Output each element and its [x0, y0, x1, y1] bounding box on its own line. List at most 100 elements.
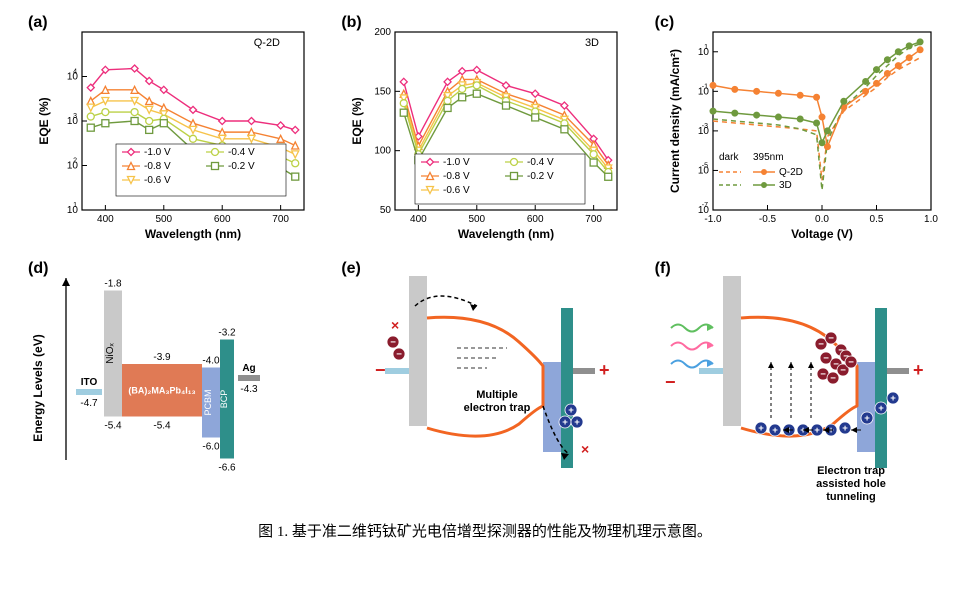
panel-label-a: (a)	[28, 14, 48, 32]
svg-text:Ag: Ag	[242, 363, 255, 374]
svg-text:-4.3: -4.3	[240, 384, 258, 395]
svg-text:NiOₓ: NiOₓ	[105, 343, 116, 364]
svg-text:0.5: 0.5	[869, 214, 883, 225]
svg-text:−: −	[830, 373, 836, 384]
svg-text:-0.2 V: -0.2 V	[228, 161, 255, 172]
svg-text:200: 200	[375, 27, 392, 38]
svg-text:−: −	[840, 365, 846, 376]
svg-text:+: +	[569, 405, 575, 416]
panel-label-e: (e)	[341, 260, 361, 278]
svg-text:-4.0: -4.0	[202, 356, 220, 367]
svg-text:+: +	[575, 417, 581, 428]
figure-caption: 图 1. 基于准二维钙钛矿光电倍增型探测器的性能及物理机理示意图。	[24, 514, 946, 541]
svg-text:Q-2D: Q-2D	[254, 37, 280, 49]
svg-text:-0.5: -0.5	[759, 214, 777, 225]
svg-text:50: 50	[380, 205, 392, 216]
svg-text:700: 700	[272, 214, 289, 225]
svg-text:3: 3	[73, 113, 77, 120]
svg-text:+: +	[890, 393, 896, 404]
svg-text:4: 4	[73, 69, 77, 76]
svg-text:-1.8: -1.8	[104, 279, 122, 290]
svg-text:-5: -5	[701, 162, 707, 169]
panel-d: (d) Energy Levels (eV)ITO-4.7-1.8-5.4NiO…	[24, 258, 319, 508]
svg-text:Wavelength (nm): Wavelength (nm)	[458, 227, 554, 241]
svg-text:-0.2 V: -0.2 V	[527, 171, 554, 182]
svg-text:+: +	[599, 360, 610, 380]
chart-a: 40050060070010101010Wavelength (nm)EQE (…	[24, 12, 314, 252]
svg-text:Q-2D: Q-2D	[779, 167, 803, 178]
svg-text:assisted hole: assisted hole	[816, 478, 886, 490]
panel-f: (f) −−−−−−−−−−++++++++++−+Electron trapa…	[651, 258, 946, 508]
svg-text:+: +	[842, 423, 848, 434]
svg-text:Current density (mA/cm²): Current density (mA/cm²)	[668, 49, 682, 193]
svg-text:−: −	[375, 360, 386, 380]
svg-text:ITO: ITO	[81, 377, 98, 388]
svg-text:600: 600	[214, 214, 231, 225]
svg-text:-0.8 V: -0.8 V	[443, 171, 470, 182]
svg-text:+: +	[772, 425, 778, 436]
panel-a: (a) 40050060070010101010Wavelength (nm)E…	[24, 12, 319, 252]
svg-text:-0.6 V: -0.6 V	[443, 185, 470, 196]
svg-text:−: −	[818, 339, 824, 350]
svg-text:-5.4: -5.4	[153, 421, 171, 432]
svg-text:3D: 3D	[585, 37, 599, 49]
panel-label-f: (f)	[655, 260, 671, 278]
svg-text:-1: -1	[701, 83, 707, 90]
diagram-e: −−×+++×−+Multipleelectron trap	[337, 258, 627, 508]
svg-text:-0.4 V: -0.4 V	[527, 157, 554, 168]
panel-b: (b) 40050060070050100150200Wavelength (n…	[337, 12, 632, 252]
svg-text:400: 400	[97, 214, 114, 225]
svg-text:1: 1	[704, 44, 708, 51]
svg-text:BCP: BCP	[219, 390, 229, 409]
svg-text:electron trap: electron trap	[464, 402, 531, 414]
svg-text:×: ×	[581, 441, 589, 457]
svg-text:tunneling: tunneling	[826, 491, 876, 503]
chart-b: 40050060070050100150200Wavelength (nm)EQ…	[337, 12, 627, 252]
svg-text:−: −	[848, 357, 854, 368]
svg-text:-0.6 V: -0.6 V	[144, 175, 171, 186]
svg-text:(BA)₂MA₃Pb₄I₁₃: (BA)₂MA₃Pb₄I₁₃	[128, 385, 195, 395]
svg-text:-3.9: -3.9	[153, 352, 171, 363]
svg-text:+: +	[864, 413, 870, 424]
svg-text:Energy Levels (eV): Energy Levels (eV)	[31, 334, 45, 441]
svg-text:-0.4 V: -0.4 V	[228, 147, 255, 158]
svg-text:dark: dark	[719, 152, 739, 163]
svg-text:-6.6: -6.6	[218, 463, 236, 474]
panel-label-b: (b)	[341, 14, 361, 32]
svg-text:1: 1	[73, 202, 77, 209]
panel-label-d: (d)	[28, 260, 48, 278]
svg-text:EQE (%): EQE (%)	[37, 97, 51, 144]
svg-text:+: +	[913, 360, 924, 380]
svg-text:600: 600	[527, 214, 544, 225]
panel-label-c: (c)	[655, 14, 675, 32]
svg-text:+: +	[878, 403, 884, 414]
svg-text:Voltage (V): Voltage (V)	[791, 227, 853, 241]
svg-text:Wavelength (nm): Wavelength (nm)	[145, 227, 241, 241]
svg-text:−: −	[820, 369, 826, 380]
svg-text:−: −	[397, 349, 403, 360]
svg-text:-7: -7	[701, 202, 707, 209]
svg-text:+: +	[563, 417, 569, 428]
svg-text:400: 400	[410, 214, 427, 225]
svg-text:-3.2: -3.2	[218, 328, 236, 339]
svg-text:1.0: 1.0	[924, 214, 938, 225]
svg-text:Electron trap: Electron trap	[817, 465, 885, 477]
svg-text:-1.0 V: -1.0 V	[144, 147, 171, 158]
svg-text:-5.4: -5.4	[104, 421, 122, 432]
svg-text:−: −	[823, 353, 829, 364]
svg-text:-1.0 V: -1.0 V	[443, 157, 470, 168]
svg-text:700: 700	[586, 214, 603, 225]
svg-text:EQE (%): EQE (%)	[350, 97, 364, 144]
svg-text:-0.8 V: -0.8 V	[144, 161, 171, 172]
svg-text:+: +	[814, 425, 820, 436]
svg-text:500: 500	[469, 214, 486, 225]
svg-text:Multiple: Multiple	[477, 389, 519, 401]
svg-text:150: 150	[375, 86, 392, 97]
svg-text:3D: 3D	[779, 180, 792, 191]
panel-e: (e) −−×+++×−+Multipleelectron trap	[337, 258, 632, 508]
svg-text:500: 500	[155, 214, 172, 225]
svg-text:-3: -3	[701, 123, 707, 130]
svg-text:395nm: 395nm	[753, 152, 784, 163]
svg-text:0.0: 0.0	[815, 214, 829, 225]
svg-text:-6.0: -6.0	[202, 442, 220, 453]
